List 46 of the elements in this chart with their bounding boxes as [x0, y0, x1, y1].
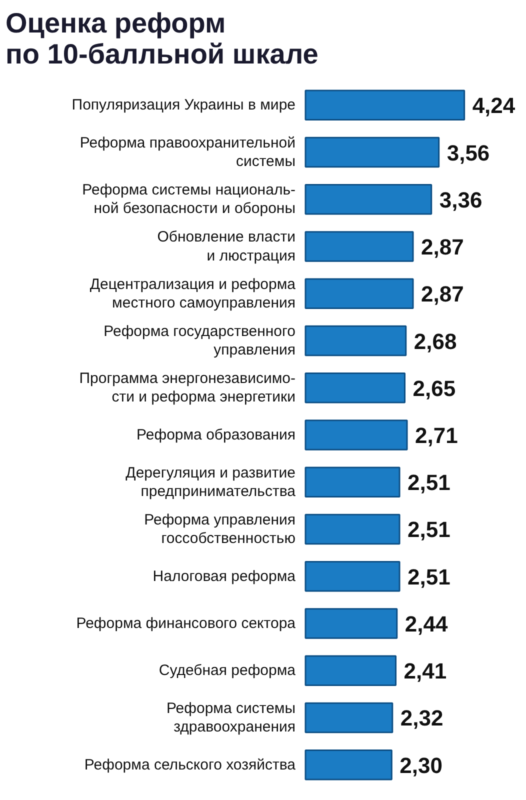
bar — [304, 372, 406, 404]
bar — [304, 608, 398, 639]
data-label: 3,36 — [439, 187, 482, 212]
y-tick-label: Обновление власти и люстрация — [157, 228, 296, 264]
data-label: 2,41 — [404, 658, 447, 684]
y-tick-label: Реформа управления госсобственностью — [144, 511, 296, 548]
bar — [304, 561, 400, 592]
bar — [304, 466, 400, 498]
data-label: 2,44 — [404, 611, 448, 636]
bar — [304, 750, 392, 780]
y-tick-label: Судебная реформа — [158, 662, 296, 680]
y-tick-label: Реформа государственного управления — [104, 322, 296, 359]
y-tick-label: Популяризация Украины в мире — [72, 96, 296, 114]
data-label: 2,32 — [400, 706, 444, 731]
y-tick-label: Налоговая реформа — [152, 568, 296, 585]
y-tick-label: Реформа образования — [136, 426, 296, 444]
y-tick-label: Реформа системы здравоохранения — [166, 700, 296, 736]
data-label: 2,65 — [412, 376, 456, 401]
data-label: 2,87 — [421, 234, 464, 260]
bar — [304, 136, 440, 168]
data-label: 4,24 — [472, 93, 516, 118]
chart-title: Оценка реформ по 10-балльной шкале — [6, 8, 318, 70]
bar — [304, 184, 432, 215]
bar — [304, 420, 408, 450]
data-label: 2,68 — [414, 328, 457, 354]
data-label: 2,87 — [421, 282, 464, 307]
bar — [304, 278, 414, 309]
bar — [304, 231, 414, 262]
bar — [304, 655, 397, 686]
data-label: 2,51 — [408, 470, 450, 496]
bar — [304, 325, 407, 356]
y-tick-label: Реформа финансового сектора — [76, 614, 296, 632]
data-label: 3,56 — [446, 140, 490, 166]
data-label: 2,71 — [415, 423, 458, 448]
data-label: 2,30 — [400, 752, 442, 778]
data-label: 2,51 — [408, 564, 450, 590]
y-tick-label: Дерегуляция и развитие предпринимательства — [126, 464, 296, 500]
y-tick-label: Реформа системы националь- ной безопасности и обороны — [82, 182, 296, 218]
bar — [304, 90, 466, 120]
y-tick-label: Реформа правоохранительной системы — [80, 134, 296, 170]
y-tick-label: Децентрализация и реформа местного самоуправления — [90, 276, 296, 312]
y-tick-label: Реформа сельского хозяйства — [84, 756, 296, 774]
bar — [304, 702, 394, 734]
y-tick-label: Программа энергонезависимо- сти и реформа энергетики — [79, 370, 296, 406]
bar — [304, 514, 400, 545]
data-label: 2,51 — [408, 517, 450, 542]
